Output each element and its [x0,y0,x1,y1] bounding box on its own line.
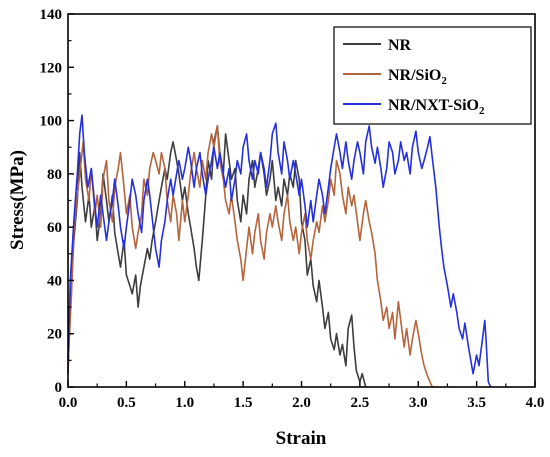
y-tick-label: 60 [47,220,62,236]
x-axis-label: Strain [276,428,327,449]
y-tick-label: 20 [47,327,62,343]
y-axis-label: Stress(MPa) [7,150,28,250]
legend-label-3: NR/NXT-SiO2 [388,97,485,117]
x-tick-label: 1.0 [175,395,194,411]
series-line-3 [67,114,492,388]
y-tick-label: 0 [55,380,63,396]
y-tick-label: 140 [40,7,63,23]
x-tick-label: 4.0 [526,395,545,411]
y-tick-label: 120 [40,60,63,76]
y-tick-label: 40 [47,273,62,289]
y-tick-label: 80 [47,167,62,183]
x-tick-label: 3.5 [467,395,486,411]
legend: NR NR/SiO2 NR/NXT-SiO2 [333,26,532,125]
x-tick-label: 0.5 [117,395,136,411]
series-line-2 [67,125,434,388]
x-tick-label: 1.5 [234,395,253,411]
x-tick-label: 2.5 [351,395,370,411]
legend-label-2: NR/SiO2 [388,67,447,87]
x-tick-label: 3.0 [409,395,428,411]
x-tick-label: 2.0 [292,395,311,411]
x-tick-label: 0.0 [59,395,78,411]
y-tick-label: 100 [40,114,63,130]
legend-label-1: NR [388,37,412,54]
series-layer [67,114,492,388]
axis-layer: 0.0 0.5 1.0 1.5 2.0 2.5 3.0 3.5 4.0 0 20 40 60 80 100 1… [40,7,545,411]
